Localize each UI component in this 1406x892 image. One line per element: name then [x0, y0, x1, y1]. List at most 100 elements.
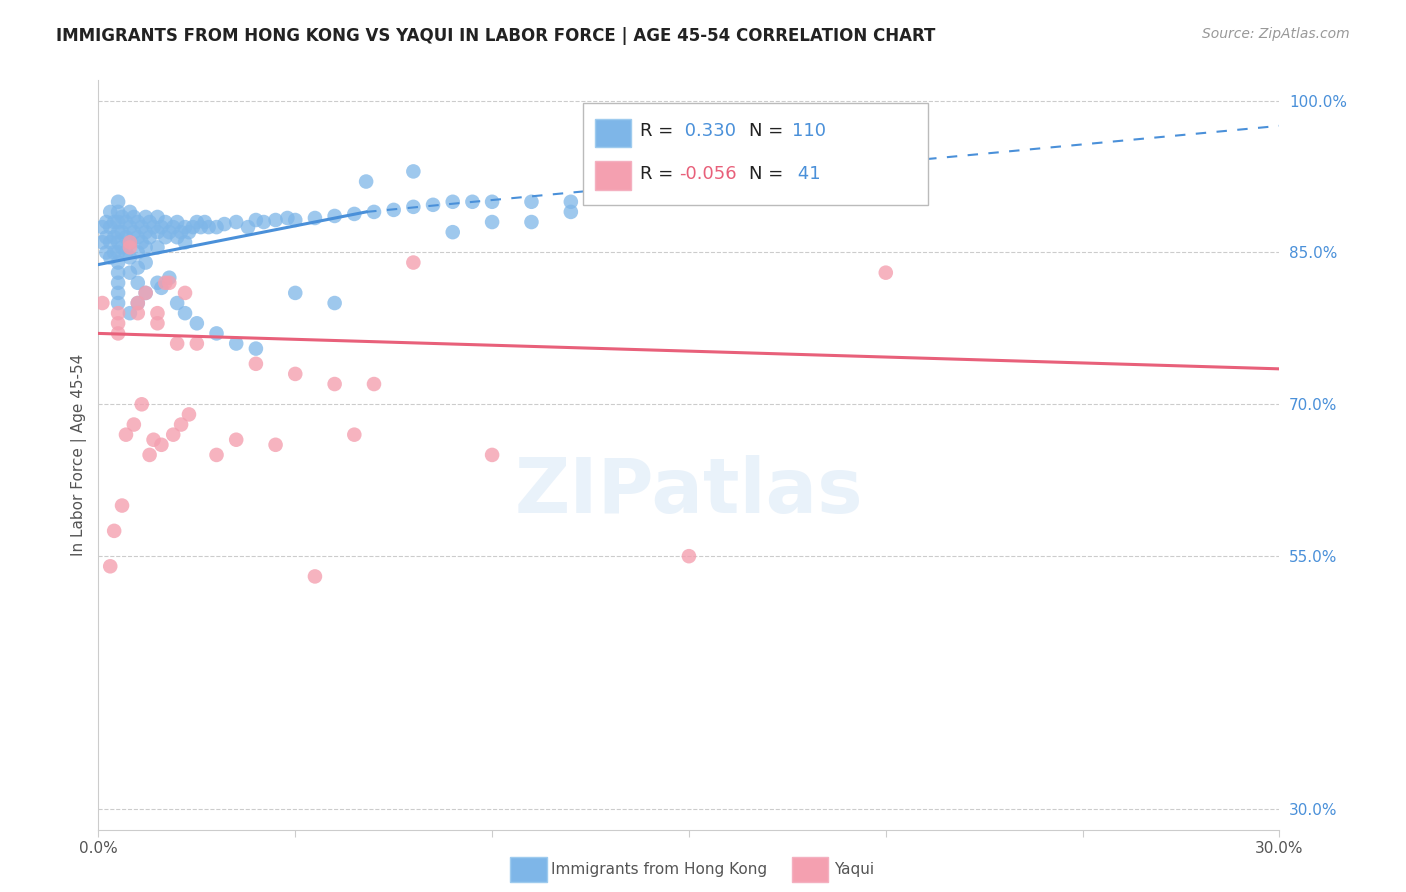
Point	[135, 285, 157, 300]
Point	[122, 417, 145, 432]
Point	[236, 220, 259, 235]
Text: Yaqui: Yaqui	[834, 863, 875, 877]
Point	[146, 276, 169, 290]
Text: 0.330: 0.330	[679, 122, 737, 140]
Point	[107, 326, 129, 341]
Point	[135, 255, 157, 269]
Point	[118, 235, 141, 250]
Point	[155, 215, 177, 229]
Point	[174, 306, 197, 320]
Point	[875, 266, 897, 280]
Point	[107, 245, 129, 260]
Text: Immigrants from Hong Kong: Immigrants from Hong Kong	[551, 863, 768, 877]
Y-axis label: In Labor Force | Age 45-54: In Labor Force | Age 45-54	[72, 354, 87, 556]
Point	[170, 417, 193, 432]
Point	[107, 215, 129, 229]
Point	[162, 220, 184, 235]
Point	[363, 377, 385, 392]
Point	[91, 296, 114, 310]
Text: N =: N =	[749, 165, 789, 183]
Point	[146, 306, 169, 320]
Point	[155, 230, 177, 244]
Point	[150, 220, 173, 235]
Point	[177, 408, 200, 422]
Point	[115, 230, 138, 244]
Text: -0.056: -0.056	[679, 165, 737, 183]
Point	[146, 225, 169, 239]
Point	[323, 377, 346, 392]
Point	[284, 285, 307, 300]
Point	[115, 427, 138, 442]
Point	[402, 164, 425, 178]
Point	[284, 367, 307, 381]
Point	[157, 276, 180, 290]
Point	[135, 285, 157, 300]
Point	[135, 210, 157, 224]
Point	[98, 220, 121, 235]
Point	[214, 217, 236, 231]
Point	[107, 316, 129, 330]
Point	[107, 306, 129, 320]
Point	[190, 220, 212, 235]
Point	[276, 211, 298, 225]
Point	[304, 569, 326, 583]
Point	[127, 215, 149, 229]
Point	[91, 220, 114, 235]
Point	[150, 438, 173, 452]
Point	[118, 205, 141, 219]
Point	[118, 220, 141, 235]
Point	[181, 220, 204, 235]
Point	[323, 296, 346, 310]
Point	[253, 215, 276, 229]
Point	[107, 205, 129, 219]
Point	[96, 230, 118, 244]
Point	[122, 225, 145, 239]
Point	[127, 296, 149, 310]
Point	[98, 559, 121, 574]
Point	[166, 336, 188, 351]
Point	[118, 266, 141, 280]
Point	[422, 198, 444, 212]
Point	[481, 448, 503, 462]
Text: Source: ZipAtlas.com: Source: ZipAtlas.com	[1202, 27, 1350, 41]
Point	[264, 213, 287, 227]
Point	[98, 205, 121, 219]
Point	[135, 240, 157, 254]
Point	[205, 326, 228, 341]
Point	[354, 175, 377, 189]
Point	[96, 215, 118, 229]
Point	[560, 205, 582, 219]
Text: IMMIGRANTS FROM HONG KONG VS YAQUI IN LABOR FORCE | AGE 45-54 CORRELATION CHART: IMMIGRANTS FROM HONG KONG VS YAQUI IN LA…	[56, 27, 935, 45]
Point	[177, 225, 200, 239]
Point	[115, 215, 138, 229]
Point	[127, 260, 149, 275]
Point	[111, 210, 134, 224]
Point	[103, 524, 125, 538]
Point	[520, 194, 543, 209]
Point	[98, 251, 121, 265]
Point	[111, 240, 134, 254]
Point	[225, 433, 247, 447]
Point	[162, 427, 184, 442]
Text: N =: N =	[749, 122, 789, 140]
Point	[146, 240, 169, 254]
Point	[118, 240, 141, 254]
Point	[150, 281, 173, 295]
Point	[245, 357, 267, 371]
Point	[96, 245, 118, 260]
Point	[205, 220, 228, 235]
Point	[197, 220, 219, 235]
Point	[461, 194, 484, 209]
Point	[118, 235, 141, 250]
Point	[118, 306, 141, 320]
Text: 110: 110	[792, 122, 825, 140]
Point	[142, 220, 165, 235]
Point	[111, 499, 134, 513]
Point	[441, 225, 464, 239]
Point	[103, 230, 125, 244]
Point	[118, 251, 141, 265]
Point	[138, 448, 160, 462]
Point	[284, 213, 307, 227]
Point	[166, 215, 188, 229]
Point	[107, 296, 129, 310]
